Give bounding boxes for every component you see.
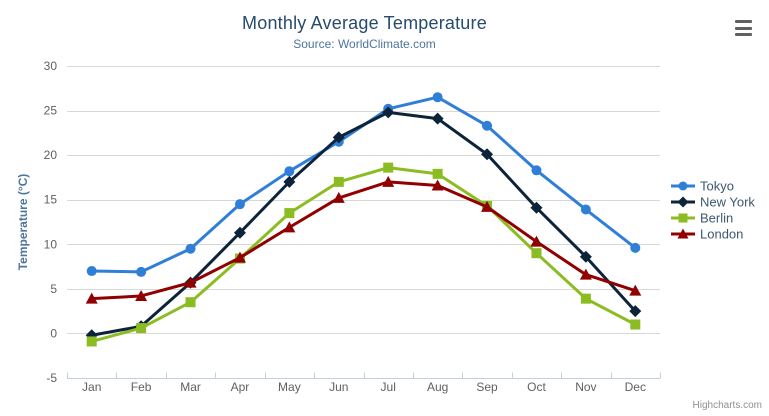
data-point-london[interactable] [85,292,98,304]
square-icon[interactable] [678,213,688,223]
series-berlin-line[interactable] [90,166,637,343]
data-point-tokyo[interactable] [630,242,641,253]
data-point-tokyo[interactable] [86,266,97,277]
data-point-berlin[interactable] [136,323,147,334]
data-point-london[interactable] [431,179,444,191]
data-point-new-york[interactable] [283,175,296,188]
legend-label-tokyo: Tokyo [700,179,734,194]
y-axis-label: 20 [44,148,58,162]
data-point-london[interactable] [530,235,543,247]
data-point-tokyo[interactable] [136,266,147,277]
circle-icon[interactable] [678,181,688,191]
series-new-york [85,106,642,342]
data-point-tokyo[interactable] [531,165,542,176]
legend-label-berlin: Berlin [700,211,733,226]
data-point-berlin[interactable] [383,162,394,173]
y-axis-label: 30 [44,59,58,73]
y-axis-label: -5 [46,371,57,385]
data-point-new-york[interactable] [530,201,543,214]
series-new-york-line[interactable] [90,110,637,337]
diamond-icon[interactable] [677,196,689,208]
data-point-berlin[interactable] [630,319,641,330]
chart-subtitle: Source: WorldClimate.com [293,37,436,51]
data-point-new-york[interactable] [332,131,345,144]
y-axis-title: Temperature (°C) [16,174,30,271]
x-axis-label: Jul [381,380,396,394]
legend-item-tokyo[interactable]: Tokyo [671,179,734,194]
data-point-new-york[interactable] [481,148,494,161]
x-axis-label: May [278,380,301,394]
data-point-london[interactable] [283,221,296,233]
x-axis-label: Nov [575,380,596,394]
data-point-tokyo[interactable] [482,120,493,131]
data-point-london[interactable] [233,251,246,263]
data-point-new-york[interactable] [382,106,395,119]
x-axis-label: Apr [231,380,250,394]
data-point-london[interactable] [481,200,494,212]
hamburger-icon[interactable] [735,20,752,36]
data-point-berlin[interactable] [432,168,443,179]
data-point-new-york[interactable] [431,112,444,125]
data-point-berlin[interactable] [185,297,196,308]
data-point-new-york[interactable] [579,250,592,263]
y-axis-label: 5 [50,282,57,296]
data-point-london[interactable] [629,284,642,296]
data-point-new-york[interactable] [233,226,246,239]
x-axis-label: Jan [82,380,101,394]
data-point-tokyo[interactable] [432,92,443,103]
data-point-new-york[interactable] [629,305,642,318]
legend-label-london: London [700,227,743,242]
y-axis-label: 0 [50,326,57,340]
data-point-berlin[interactable] [284,208,295,219]
y-axis-label: 10 [44,237,58,251]
data-point-tokyo[interactable] [284,166,295,177]
data-point-berlin[interactable] [531,248,542,259]
chart-title: Monthly Average Temperature [242,13,487,33]
x-axis-label: Mar [180,380,201,394]
data-point-london[interactable] [382,175,395,187]
x-axis-label: Dec [625,380,646,394]
series-london [85,175,642,304]
series-tokyo [86,92,641,277]
legend-item-london[interactable]: London [671,227,743,242]
data-point-berlin[interactable] [333,176,344,187]
data-point-london[interactable] [184,276,197,288]
legend-item-berlin[interactable]: Berlin [671,211,733,226]
data-point-berlin[interactable] [580,293,591,304]
data-point-tokyo[interactable] [234,199,245,210]
legend-label-new-york: New York [700,195,755,210]
data-point-london[interactable] [579,268,592,280]
x-axis-label: Oct [527,380,546,394]
x-axis-label: Sep [476,380,498,394]
x-axis-label: Aug [427,380,448,394]
data-point-tokyo[interactable] [185,243,196,254]
data-point-tokyo[interactable] [580,204,591,215]
x-axis-label: Feb [131,380,152,394]
data-point-london[interactable] [135,289,148,301]
legend-item-new-york[interactable]: New York [671,195,755,210]
y-axis-label: 25 [44,104,58,118]
y-axis-label: 15 [44,193,58,207]
series-london-line[interactable] [90,180,637,301]
x-axis-label: Jun [329,380,348,394]
data-point-london[interactable] [332,191,345,203]
triangle-icon[interactable] [677,228,689,239]
data-point-berlin[interactable] [86,336,97,347]
highcharts-credit-link[interactable]: Highcharts.com [692,400,762,411]
